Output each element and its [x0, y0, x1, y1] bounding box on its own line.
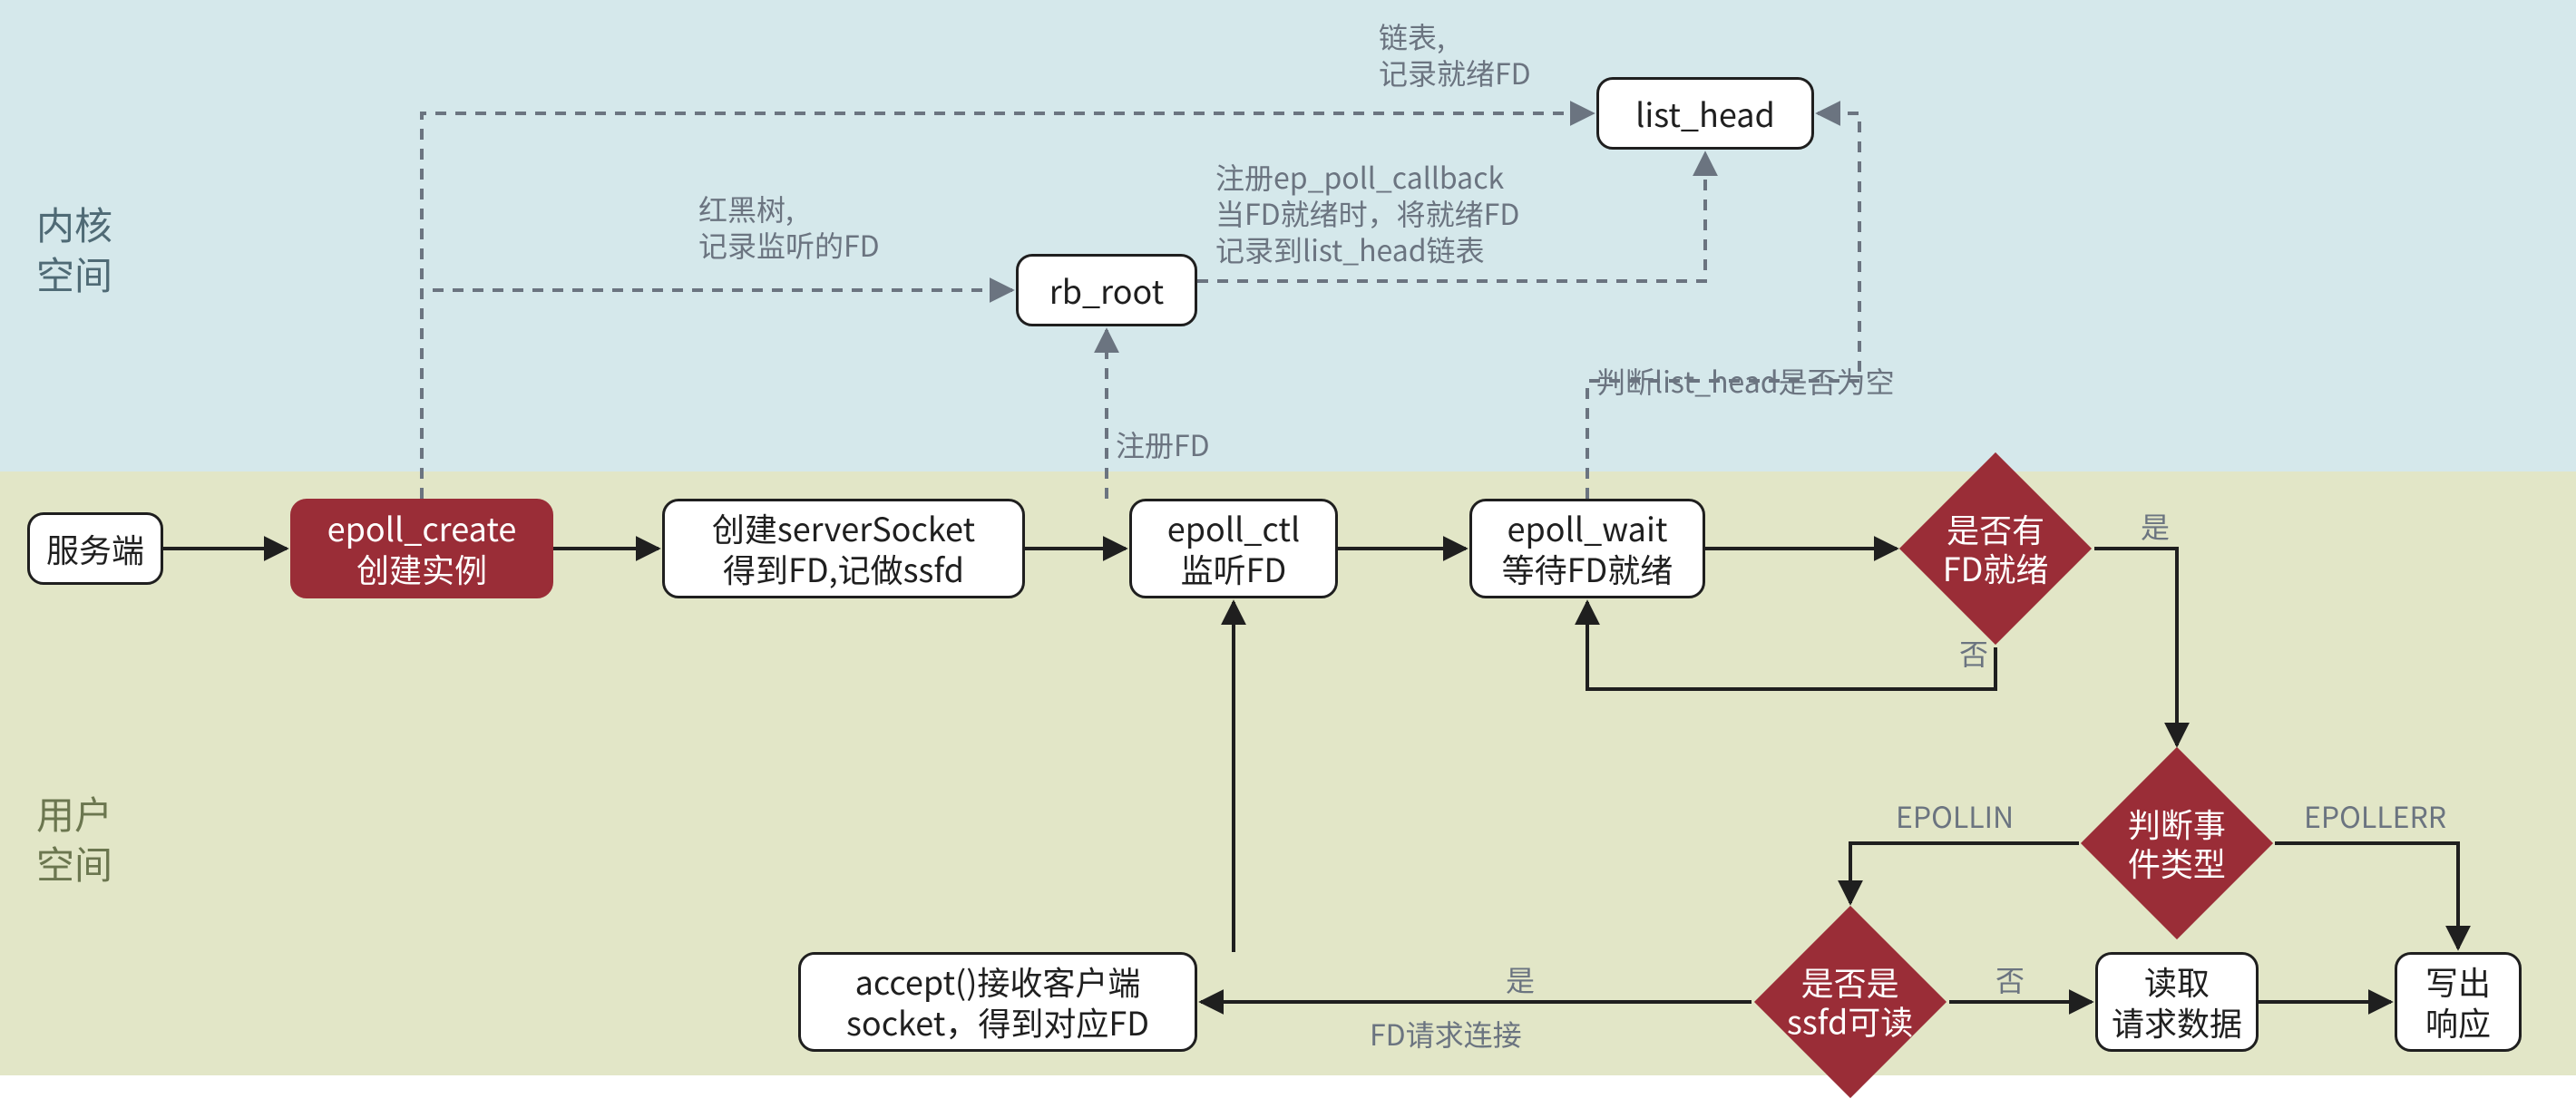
node-epoll_create: epoll_create 创建实例: [290, 499, 553, 598]
kernel-zone-label: 内核 空间: [36, 199, 112, 298]
diagram-canvas: 内核 空间 用户 空间 服务端 epoll_create 创建实例 创建server…: [0, 0, 2576, 1075]
edge-label-9: 是: [1506, 961, 1535, 997]
edge-label-13: 注册FD: [1116, 426, 1210, 462]
node-server: 服务端: [27, 512, 163, 585]
edge-label-10: 否: [1995, 961, 2025, 997]
node-rb_root: rb_root: [1016, 254, 1197, 326]
edge-label-16: 注册ep_poll_callback 当FD就绪时，将就绪FD 记录到list_…: [1215, 159, 1519, 267]
edge-label-15: 链表, 记录就绪FD: [1379, 18, 1531, 91]
node-create_ss: 创建serverSocket 得到FD,记做ssfd: [662, 499, 1025, 598]
node-write_resp: 写出 响应: [2395, 952, 2522, 1052]
decision-label-event_type: 判断事 件类型: [2128, 804, 2226, 882]
decision-label-is_ssfd: 是否是 ssfd可读: [1787, 963, 1913, 1041]
node-accept: accept()接收客户端 socket，得到对应FD: [798, 952, 1197, 1052]
node-read_req: 读取 请求数据: [2095, 952, 2259, 1052]
edge-label-7: EPOLLIN: [1896, 798, 2014, 834]
edge-label-5: 是: [2141, 508, 2170, 544]
decision-label-has_fd: 是否有 FD就绪: [1943, 510, 2049, 588]
node-epoll_wait: epoll_wait 等待FD就绪: [1469, 499, 1705, 598]
edge-label-6: 否: [1959, 635, 1988, 671]
edge-label-18: FD请求连接: [1370, 1016, 1522, 1052]
edge-label-14: 红黑树, 记录监听的FD: [698, 190, 880, 263]
node-epoll_ctl: epoll_ctl 监听FD: [1129, 499, 1338, 598]
edge-label-8: EPOLLERR: [2304, 798, 2446, 834]
user-zone-label: 用户 空间: [36, 789, 112, 888]
edge-label-17: 判断list_head是否为空: [1596, 363, 1895, 399]
node-list_head: list_head: [1596, 77, 1814, 150]
